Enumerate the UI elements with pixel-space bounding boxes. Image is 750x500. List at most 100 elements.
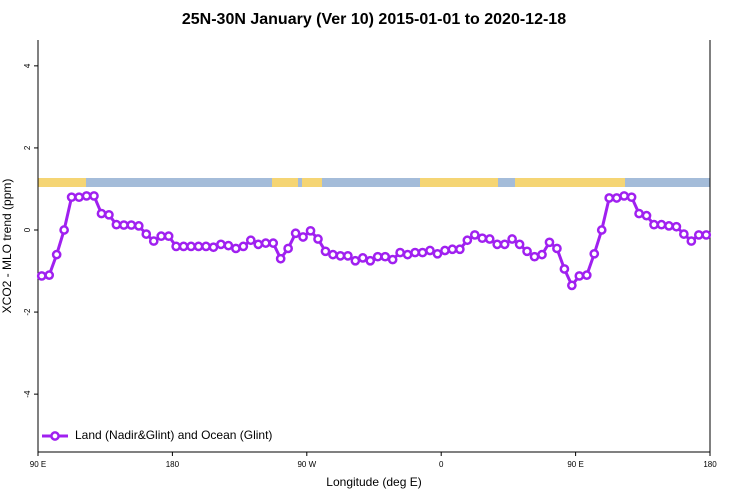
data-point — [59, 225, 69, 235]
data-point — [440, 245, 450, 256]
data-point — [260, 238, 271, 248]
x-tick-label: 90 E — [567, 460, 583, 469]
data-point — [119, 220, 129, 230]
data-point — [74, 192, 84, 203]
data-point — [574, 271, 585, 281]
data-point — [477, 233, 488, 244]
data-point — [268, 238, 279, 248]
y-tick-label: -2 — [23, 308, 32, 316]
chart-title: 25N-30N January (Ver 10) 2015-01-01 to 2… — [182, 11, 566, 28]
legend-entry: Land (Nadir&Glint) and Ocean (Glint) — [42, 428, 272, 442]
data-point — [686, 236, 697, 246]
data-point — [462, 235, 473, 246]
data-point — [522, 246, 532, 257]
data-point — [619, 191, 629, 201]
data-point — [275, 253, 286, 264]
x-tick-label: 90 W — [297, 460, 316, 469]
data-point — [492, 239, 503, 250]
data-point — [410, 247, 420, 258]
data-point — [395, 247, 405, 258]
x-tick-label: 90 E — [30, 460, 46, 469]
y-axis-label: XCO2 - MLO trend (ppm) — [0, 179, 14, 314]
data-point — [216, 239, 226, 250]
data-point — [455, 244, 465, 255]
data-point — [81, 191, 92, 201]
data-point — [283, 243, 293, 254]
x-tick-label: 180 — [703, 460, 717, 469]
data-point — [402, 249, 413, 260]
land-ocean-strip — [38, 178, 710, 187]
data-point — [51, 249, 62, 260]
data-point — [350, 255, 361, 266]
data-point — [156, 231, 167, 242]
data-point — [148, 236, 159, 246]
data-point — [223, 240, 234, 251]
data-point — [313, 234, 323, 244]
data-point — [634, 208, 644, 219]
data-point — [469, 230, 480, 240]
data-point — [66, 192, 77, 203]
data-point — [186, 241, 196, 252]
data-point — [671, 221, 682, 232]
data-point — [320, 246, 331, 257]
data-point — [208, 242, 219, 253]
data-point — [141, 229, 152, 239]
data-point — [104, 209, 114, 220]
data-point — [328, 249, 338, 260]
data-point — [201, 241, 211, 252]
data-point — [96, 208, 107, 219]
data-point — [89, 191, 99, 201]
data-point — [596, 225, 607, 235]
y-tick-label: 0 — [23, 227, 32, 232]
data-point — [36, 271, 47, 281]
data-point — [693, 230, 704, 240]
data-point — [589, 248, 600, 259]
data-point — [649, 219, 659, 230]
data-point — [611, 193, 622, 203]
data-point — [544, 237, 555, 248]
data-point — [111, 219, 122, 230]
data-point — [238, 241, 249, 252]
data-point — [529, 251, 540, 262]
data-point — [253, 239, 264, 250]
data-point — [447, 244, 458, 255]
data-point — [626, 192, 637, 203]
data-point — [425, 245, 435, 256]
legend-marker — [50, 431, 60, 441]
data-point — [507, 234, 517, 244]
x-tick-label: 180 — [166, 460, 180, 469]
data-point — [245, 235, 256, 246]
data-point — [581, 270, 592, 280]
data-point — [298, 232, 308, 242]
data-point — [417, 247, 428, 258]
data-point — [171, 241, 181, 252]
data-point — [387, 254, 398, 265]
data-point — [604, 193, 615, 203]
data-point — [432, 248, 443, 259]
data-point — [514, 239, 525, 250]
data-point — [701, 230, 712, 240]
axes — [37, 40, 711, 453]
data-point — [335, 250, 346, 261]
series-line — [41, 194, 707, 289]
data-point — [178, 241, 189, 252]
data-point — [656, 219, 667, 230]
data-point — [372, 251, 383, 262]
data-point — [365, 255, 376, 266]
data-point — [305, 225, 316, 236]
legend-label: Land (Nadir&Glint) and Ocean (Glint) — [75, 428, 272, 442]
data-point — [163, 231, 174, 242]
data-point — [133, 221, 144, 231]
data-point — [126, 220, 137, 230]
data-point — [679, 229, 689, 239]
data-point — [290, 228, 301, 239]
data-point — [559, 264, 570, 274]
data-point — [664, 221, 674, 231]
y-tick-label: 4 — [23, 63, 32, 68]
x-tick-label: 0 — [439, 460, 444, 469]
data-point — [231, 243, 241, 254]
data-point — [484, 234, 495, 244]
data-point — [343, 250, 353, 261]
y-tick-label: -4 — [23, 390, 32, 398]
